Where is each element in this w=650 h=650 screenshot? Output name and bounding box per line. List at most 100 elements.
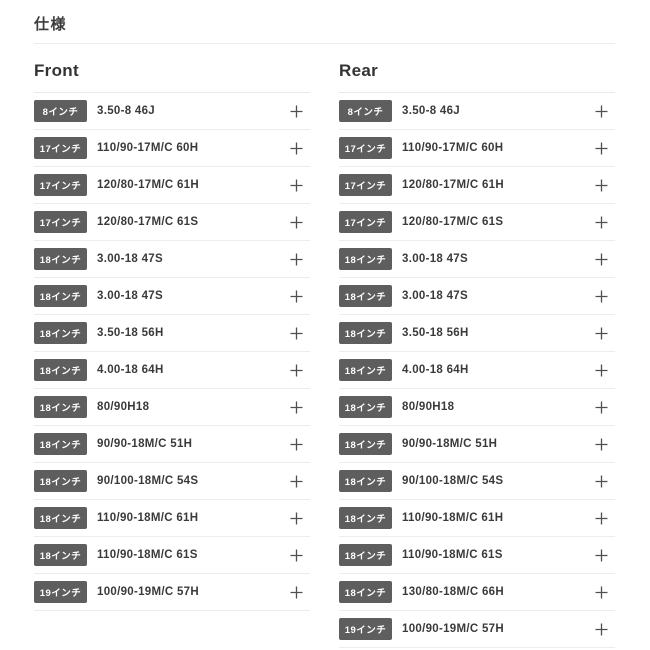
expand-row-button[interactable]: [594, 585, 609, 600]
expand-row-button[interactable]: [289, 326, 304, 341]
inch-size-badge: 18インチ: [339, 396, 392, 418]
inch-size-badge: 18インチ: [339, 507, 392, 529]
tire-spec-text: 120/80-17M/C 61S: [402, 216, 504, 228]
expand-row-button[interactable]: [289, 289, 304, 304]
plus-icon: [290, 142, 303, 154]
plus-icon: [595, 364, 608, 376]
plus-icon: [595, 327, 608, 339]
spec-row[interactable]: 18インチ 110/90-18M/C 61H: [34, 500, 310, 537]
expand-row-button[interactable]: [289, 548, 304, 563]
expand-row-button[interactable]: [594, 326, 609, 341]
rear-heading: Rear: [339, 61, 615, 93]
inch-size-badge: 18インチ: [34, 396, 87, 418]
expand-row-button[interactable]: [289, 437, 304, 452]
spec-row[interactable]: 18インチ 3.00-18 47S: [339, 278, 615, 315]
spec-row[interactable]: 18インチ 110/90-18M/C 61S: [339, 537, 615, 574]
spec-row[interactable]: 18インチ 3.00-18 47S: [34, 278, 310, 315]
inch-size-badge: 19インチ: [339, 618, 392, 640]
expand-row-button[interactable]: [289, 178, 304, 193]
tire-spec-text: 90/90-18M/C 51H: [97, 438, 193, 450]
plus-icon: [290, 512, 303, 524]
plus-icon: [595, 438, 608, 450]
spec-row[interactable]: 8インチ 3.50-8 46J: [339, 93, 615, 130]
inch-size-badge: 18インチ: [339, 470, 392, 492]
plus-icon: [595, 179, 608, 191]
plus-icon: [290, 475, 303, 487]
expand-row-button[interactable]: [594, 215, 609, 230]
spec-row[interactable]: 17インチ 110/90-17M/C 60H: [34, 130, 310, 167]
tire-spec-text: 90/90-18M/C 51H: [402, 438, 498, 450]
spec-row[interactable]: 17インチ 120/80-17M/C 61H: [34, 167, 310, 204]
expand-row-button[interactable]: [594, 474, 609, 489]
tire-spec-text: 3.50-8 46J: [402, 105, 460, 117]
expand-row-button[interactable]: [289, 104, 304, 119]
plus-icon: [595, 623, 608, 635]
expand-row-button[interactable]: [594, 363, 609, 378]
tire-spec-text: 3.00-18 47S: [402, 290, 468, 302]
expand-row-button[interactable]: [594, 511, 609, 526]
expand-row-button[interactable]: [594, 437, 609, 452]
spec-row[interactable]: 18インチ 90/90-18M/C 51H: [34, 426, 310, 463]
inch-size-badge: 18インチ: [339, 359, 392, 381]
expand-row-button[interactable]: [594, 141, 609, 156]
inch-size-badge: 17インチ: [339, 137, 392, 159]
expand-row-button[interactable]: [289, 474, 304, 489]
expand-row-button[interactable]: [594, 178, 609, 193]
expand-row-button[interactable]: [289, 511, 304, 526]
expand-row-button[interactable]: [289, 141, 304, 156]
spec-row[interactable]: 17インチ 120/80-17M/C 61H: [339, 167, 615, 204]
spec-row[interactable]: 18インチ 4.00-18 64H: [339, 352, 615, 389]
front-spec-list: 8インチ 3.50-8 46J 17インチ 110/90-17M/C 60H: [34, 93, 310, 611]
tire-spec-text: 110/90-17M/C 60H: [402, 142, 504, 154]
plus-icon: [595, 512, 608, 524]
expand-row-button[interactable]: [594, 289, 609, 304]
expand-row-button[interactable]: [289, 252, 304, 267]
expand-row-button[interactable]: [289, 363, 304, 378]
expand-row-button[interactable]: [289, 400, 304, 415]
spec-row[interactable]: 18インチ 90/100-18M/C 54S: [339, 463, 615, 500]
spec-row[interactable]: 18インチ 3.50-18 56H: [34, 315, 310, 352]
spec-row[interactable]: 18インチ 3.50-18 56H: [339, 315, 615, 352]
plus-icon: [595, 549, 608, 561]
expand-row-button[interactable]: [289, 585, 304, 600]
spec-row[interactable]: 18インチ 110/90-18M/C 61S: [34, 537, 310, 574]
expand-row-button[interactable]: [594, 104, 609, 119]
tire-spec-text: 3.50-18 56H: [402, 327, 469, 339]
spec-row[interactable]: 18インチ 80/90H18: [339, 389, 615, 426]
spec-row[interactable]: 18インチ 3.00-18 47S: [339, 241, 615, 278]
inch-size-badge: 18インチ: [339, 322, 392, 344]
spec-row[interactable]: 18インチ 4.00-18 64H: [34, 352, 310, 389]
spec-row[interactable]: 19インチ 100/90-19M/C 57H: [339, 611, 615, 648]
tire-spec-text: 3.00-18 47S: [97, 290, 163, 302]
tire-spec-text: 3.00-18 47S: [402, 253, 468, 265]
plus-icon: [290, 216, 303, 228]
spec-row[interactable]: 17インチ 110/90-17M/C 60H: [339, 130, 615, 167]
tire-spec-text: 120/80-17M/C 61H: [402, 179, 504, 191]
spec-row[interactable]: 18インチ 110/90-18M/C 61H: [339, 500, 615, 537]
rear-column: Rear 8インチ 3.50-8 46J 17インチ 110/90-17M/C …: [339, 44, 615, 648]
tire-spec-text: 4.00-18 64H: [97, 364, 164, 376]
expand-row-button[interactable]: [594, 622, 609, 637]
expand-row-button[interactable]: [594, 252, 609, 267]
spec-row[interactable]: 18インチ 80/90H18: [34, 389, 310, 426]
plus-icon: [595, 586, 608, 598]
tire-spec-text: 4.00-18 64H: [402, 364, 469, 376]
spec-row[interactable]: 8インチ 3.50-8 46J: [34, 93, 310, 130]
plus-icon: [595, 290, 608, 302]
inch-size-badge: 17インチ: [339, 211, 392, 233]
spec-row[interactable]: 18インチ 90/100-18M/C 54S: [34, 463, 310, 500]
spec-row[interactable]: 17インチ 120/80-17M/C 61S: [34, 204, 310, 241]
tire-spec-text: 110/90-18M/C 61S: [97, 549, 198, 561]
spec-row[interactable]: 18インチ 130/80-18M/C 66H: [339, 574, 615, 611]
expand-row-button[interactable]: [289, 215, 304, 230]
spec-row[interactable]: 18インチ 90/90-18M/C 51H: [339, 426, 615, 463]
expand-row-button[interactable]: [594, 400, 609, 415]
expand-row-button[interactable]: [594, 548, 609, 563]
page-title: 仕様: [34, 13, 615, 44]
spec-row[interactable]: 19インチ 100/90-19M/C 57H: [34, 574, 310, 611]
plus-icon: [595, 142, 608, 154]
spec-row[interactable]: 17インチ 120/80-17M/C 61S: [339, 204, 615, 241]
tire-spec-text: 110/90-17M/C 60H: [97, 142, 199, 154]
inch-size-badge: 18インチ: [34, 322, 87, 344]
spec-row[interactable]: 18インチ 3.00-18 47S: [34, 241, 310, 278]
